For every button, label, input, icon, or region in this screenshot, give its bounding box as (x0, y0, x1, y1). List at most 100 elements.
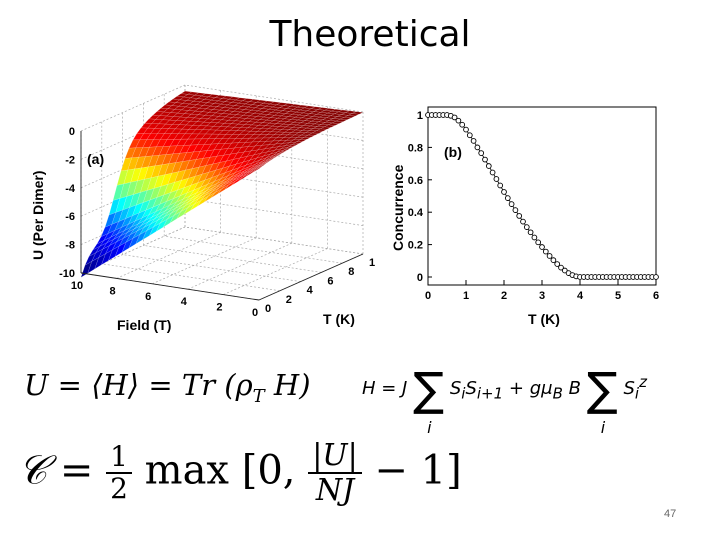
surface-patch (107, 221, 120, 235)
energy-tick-label: -8 (65, 240, 75, 252)
page-number: 47 (664, 508, 677, 520)
eq-trace: Tr (ρ (181, 368, 253, 402)
surface-patch (256, 162, 268, 170)
surface-patch (336, 114, 349, 118)
u-over-nj: |U| NJ (308, 440, 362, 507)
ham-s1: S (449, 378, 462, 399)
surface-patch (284, 129, 297, 133)
data-point (459, 121, 466, 128)
z-axis-label: U (Per Dimer) (30, 171, 46, 260)
data-point (531, 234, 538, 241)
ham-s1-sub: i (461, 384, 466, 403)
surface-patch (140, 217, 152, 226)
side-wall-line (184, 198, 364, 226)
surface-patch (127, 223, 139, 233)
surface-patch (99, 237, 111, 247)
y-tick-label: 1 (417, 110, 423, 122)
data-point (466, 132, 473, 139)
energy-tick-label: -4 (65, 183, 76, 195)
surface-patch (123, 220, 136, 232)
data-point (470, 138, 477, 144)
field-tick-label: 8 (110, 285, 116, 297)
surface-patch (127, 156, 139, 171)
surface-patch (111, 209, 124, 225)
surface-patch (280, 131, 293, 136)
ham-b: B (568, 378, 581, 399)
surface-patch (131, 147, 144, 159)
surface-patch (108, 245, 120, 262)
surface-patch (301, 127, 315, 131)
y-tick-label: 0.4 (408, 207, 424, 219)
data-point (527, 229, 534, 236)
frac-den: NJ (315, 472, 355, 508)
data-point (535, 239, 542, 246)
surface-patch (304, 130, 317, 134)
data-point (504, 195, 511, 201)
sum-symbol-1: ∑ i (413, 362, 445, 437)
surface-patch (270, 143, 284, 148)
temp-tick-label: 6 (327, 275, 333, 287)
surface-patch (260, 159, 272, 167)
surface-patch (308, 132, 320, 136)
panel-a-label: (a) (87, 151, 104, 167)
x-tick-label: 6 (653, 290, 659, 302)
surface-patch (330, 108, 344, 113)
side-wall-line (184, 226, 364, 255)
surface-patch (141, 155, 153, 169)
sum-limit-2: i (600, 418, 606, 437)
energy-tick-label: -10 (59, 268, 75, 280)
x-axis-label: T (K) (528, 311, 560, 327)
temp-tick-label: 4 (307, 285, 314, 297)
field-tick-label: 2 (216, 302, 222, 314)
temp-tick-label: 2 (286, 294, 292, 306)
surface-patch (132, 202, 144, 217)
hamiltonian-equation: H = J ∑ i SiSi+1 + gμB B ∑ i Siz (362, 362, 647, 437)
surface-patch (285, 141, 297, 146)
frac-num: |U| (308, 440, 362, 474)
data-point (451, 114, 458, 121)
data-point (523, 224, 530, 230)
surface-patch (273, 149, 285, 156)
conc-max: max [0, (144, 447, 296, 494)
surface-patch (114, 218, 126, 231)
surface-patch (94, 253, 106, 270)
ham-plus: + gμ (508, 378, 553, 399)
temp-axis (258, 253, 364, 301)
field-tick-label: 4 (181, 296, 188, 308)
data-point (520, 218, 526, 225)
floor-grid-line (187, 242, 292, 290)
surface-patch (285, 124, 298, 128)
y-tick-label: 0.6 (408, 175, 423, 187)
surface-patch (311, 130, 324, 134)
surface-patch (288, 127, 301, 131)
data-point (542, 248, 549, 255)
data-point (485, 163, 492, 169)
data-point (539, 244, 545, 250)
data-point (489, 169, 496, 176)
floor-grid-line (101, 263, 280, 292)
surface-patch (100, 224, 113, 238)
surface-patch (294, 127, 308, 131)
ham-mu-sub: B (552, 384, 563, 403)
ham-lhs: H = J (362, 378, 408, 399)
surface-patch (297, 130, 311, 134)
sum-symbol-2: ∑ i (586, 362, 618, 437)
data-point (653, 274, 659, 280)
sum-limit-1: i (427, 418, 432, 437)
surface-plot-energy: 108642002468100-2-4-6-8-10 (a) U (Per Di… (30, 84, 375, 333)
half-den: 2 (110, 471, 128, 505)
data-point (508, 201, 515, 207)
temp-axis-label: T (K) (323, 311, 355, 327)
surface-patch (278, 137, 292, 141)
plot-frame (427, 106, 657, 286)
field-tick-label: 6 (145, 291, 151, 303)
data-point (493, 176, 500, 182)
surface-patch (273, 112, 287, 117)
surface-patch (281, 126, 294, 130)
y-axis-label: Concurrence (390, 164, 406, 251)
energy-equation: U = ⟨H⟩ = Tr (ρT H) (24, 368, 311, 407)
data-point (482, 156, 488, 163)
surface-patch (276, 150, 288, 156)
data-point (516, 213, 523, 219)
